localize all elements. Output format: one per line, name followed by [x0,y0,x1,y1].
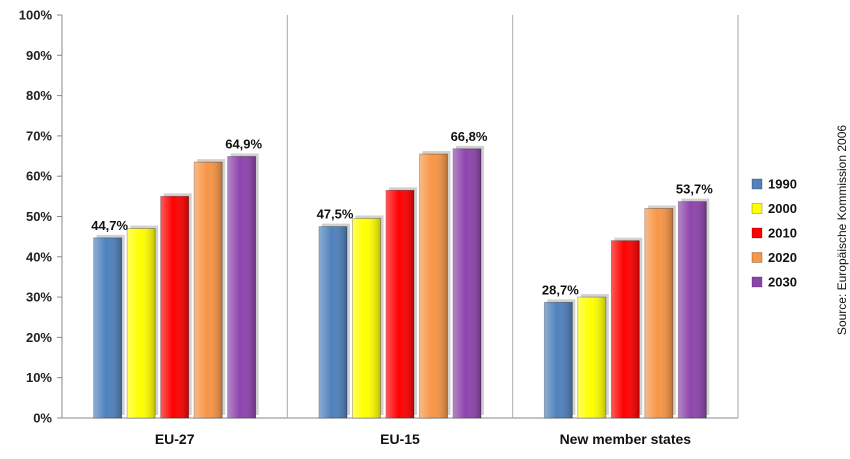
y-tick-label: 0% [33,411,52,426]
bar-highlight [611,240,640,418]
legend-label: 2030 [768,275,797,290]
bar-highlight [319,226,347,418]
y-tick-label: 100% [19,8,53,23]
bar-highlight [544,302,573,418]
y-tick-label: 50% [26,209,52,224]
y-tick-label: 60% [26,169,52,184]
bar-highlight [93,237,122,418]
legend-swatch [751,252,763,263]
bar-highlight [352,218,381,418]
source-note: Source: Europäische Kommission 2006 [835,125,849,335]
legend-swatch [751,227,763,239]
data-labels: 44,7% 64,9% 47,5% 66,8% 28,7% 53,7% [91,129,713,298]
bar-highlight [453,148,481,418]
legend-swatch [751,276,763,288]
y-tick-label: 80% [26,88,52,103]
data-label: 64,9% [225,136,262,151]
bar-highlight [678,201,707,418]
bar-highlight [577,297,606,418]
data-label: 28,7% [542,282,579,297]
data-label: 66,8% [451,129,488,144]
bar-highlight [127,228,156,418]
x-category-label: EU-27 [155,431,195,447]
y-tick-label: 10% [26,370,52,385]
bar-highlight [386,190,414,418]
legend-swatch [751,178,763,190]
bar-highlight [160,196,189,418]
axes: 0% 10% 20% 30% 40% 50% 60% 70% 80% 90% 100% EU-27 EU… [19,8,739,447]
legend: 1990 2000 2010 2020 2030 [751,177,797,290]
legend-label: 1990 [768,177,797,192]
y-tick-label: 20% [26,330,52,345]
y-tick-label: 30% [26,290,52,305]
legend-label: 2010 [768,226,797,241]
y-tick-label: 40% [26,249,52,264]
x-category-label: EU-15 [380,431,420,447]
bar-highlight [419,154,448,418]
bar-highlight [227,156,256,418]
data-label: 44,7% [91,218,128,233]
bar-highlight [194,162,223,418]
x-category-label: New member states [560,431,692,447]
data-label: 47,5% [317,207,354,222]
legend-label: 2000 [768,201,797,216]
y-tick-label: 90% [26,48,52,63]
legend-swatch [751,203,763,214]
bars [93,145,710,419]
data-label: 53,7% [676,182,713,197]
y-tick-label: 70% [26,128,52,143]
bar-highlight [644,208,673,418]
legend-label: 2020 [768,250,797,265]
